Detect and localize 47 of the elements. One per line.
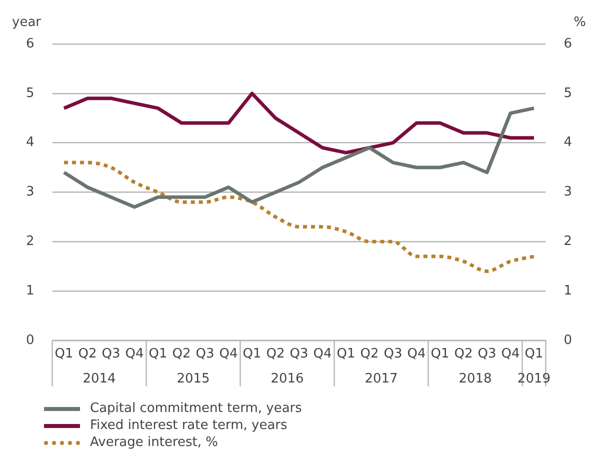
- y2-tick-label: 4: [564, 135, 572, 150]
- x-tick-label: Q3: [102, 346, 120, 362]
- y2-axis-title: %: [574, 15, 586, 30]
- y-tick-label: 2: [26, 234, 34, 249]
- text: 2014: [82, 371, 116, 386]
- x-tick-label: Q1: [430, 346, 450, 362]
- text: 2019: [517, 371, 551, 386]
- y-axis-title: year: [12, 15, 42, 30]
- y-tick-label: 5: [26, 86, 34, 101]
- y-tick-label: 0: [26, 332, 34, 348]
- x-tick-label: Q3: [384, 346, 402, 362]
- x-tick-label: Q4: [313, 346, 332, 362]
- x-tick-label: Q4: [125, 346, 144, 362]
- y2-tick-label: 0: [564, 332, 572, 348]
- y2-tick-label: 1: [564, 283, 572, 298]
- x-tick-label: Q2: [78, 346, 97, 362]
- x-tick-label: Q1: [54, 346, 74, 362]
- x-tick-label: Q4: [407, 346, 426, 362]
- x-tick-label: Q2: [454, 346, 473, 362]
- x-tick-label: Q2: [266, 346, 285, 362]
- y-tick-label: 6: [26, 36, 34, 52]
- y2-tick-label: 5: [564, 86, 572, 101]
- y2-tick-label: 3: [564, 184, 572, 200]
- x-tick-label: Q3: [290, 346, 308, 362]
- x-tick-label: Q2: [172, 346, 191, 362]
- x-tick-label: Q1: [524, 346, 544, 362]
- legend-label: Capital commitment term, years: [90, 401, 302, 416]
- line-series: [62, 160, 536, 273]
- y-tick-label: 3: [26, 184, 34, 200]
- y-tick-label: 1: [26, 283, 34, 298]
- text: 2016: [270, 371, 304, 386]
- y2-tick-label: 6: [564, 36, 572, 52]
- x-tick-label: Q4: [219, 346, 238, 362]
- text: 2015: [176, 371, 210, 386]
- x-tick-label: Q1: [148, 346, 168, 362]
- x-tick-label: Q1: [336, 346, 356, 362]
- x-tick-label: Q3: [196, 346, 214, 362]
- legend-label: Fixed interest rate term, years: [90, 418, 288, 433]
- y2-tick-label: 2: [564, 234, 572, 249]
- text: 2018: [458, 371, 492, 386]
- x-tick-label: Q1: [242, 346, 262, 362]
- y-tick-label: 4: [26, 135, 34, 150]
- x-tick-label: Q3: [478, 346, 496, 362]
- legend-label: Average interest, %: [90, 435, 218, 450]
- text: 2017: [364, 371, 398, 386]
- x-tick-label: Q4: [501, 346, 520, 362]
- x-tick-label: Q2: [360, 346, 379, 362]
